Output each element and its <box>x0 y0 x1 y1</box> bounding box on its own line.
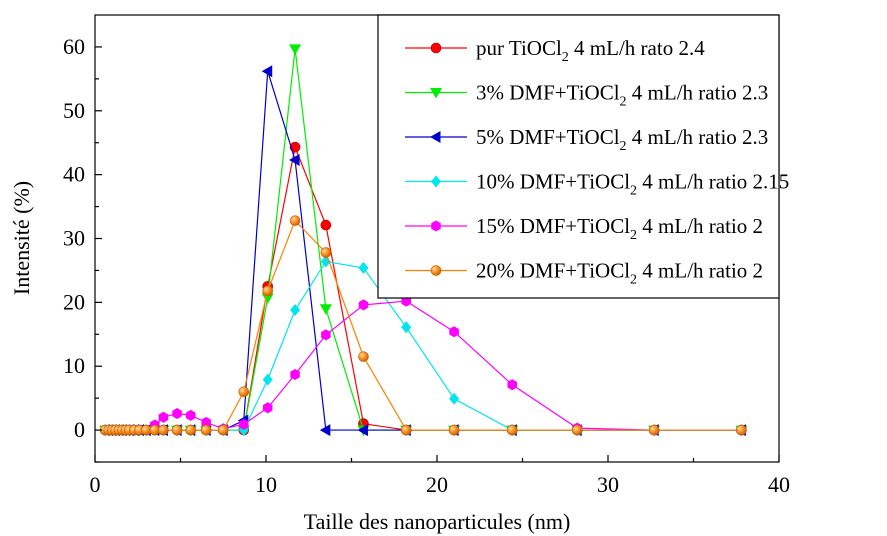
x-tick-label: 30 <box>597 472 619 497</box>
series-6-point <box>171 424 183 436</box>
y-tick-label: 0 <box>74 417 85 442</box>
series-2-point <box>319 304 332 315</box>
legend-label: 5% DMF+TiOCl2 4 mL/h ratio 2.3 <box>476 125 768 154</box>
series-5-point <box>201 416 211 428</box>
series-6-point <box>200 424 212 436</box>
x-tick-label: 40 <box>768 472 790 497</box>
series-3-point <box>357 424 368 437</box>
axis-ticks: 0 10 20 30 40 0 10 20 30 40 50 60 <box>63 34 790 497</box>
x-tick-label: 0 <box>90 472 101 497</box>
legend-label: 20% DMF+TiOCl2 4 mL/h ratio 2 <box>476 259 763 288</box>
y-tick-label: 40 <box>63 162 85 187</box>
y-axis-label: Intensité (%) <box>9 181 34 295</box>
series-5 <box>100 295 747 436</box>
series-6-point <box>648 424 660 436</box>
series-6-point <box>320 247 332 258</box>
series-5-point <box>239 418 249 430</box>
legend-swatch-marker <box>431 220 441 232</box>
legend-label: 3% DMF+TiOCl2 4 mL/h ratio 2.3 <box>476 81 768 110</box>
y-tick-label: 60 <box>63 34 85 59</box>
y-tick-label: 10 <box>63 353 85 378</box>
series-6-point <box>448 424 460 436</box>
series-6-point <box>289 215 301 226</box>
series-5-point <box>262 402 273 414</box>
series-6-point <box>185 424 197 436</box>
series-5-point <box>321 329 331 341</box>
y-tick-label: 30 <box>63 226 85 251</box>
series-6-point <box>217 424 229 436</box>
legend-entry: 5% DMF+TiOCl2 4 mL/h ratio 2.3 <box>405 125 768 154</box>
series-3-point <box>261 65 273 78</box>
legend-entry: 20% DMF+TiOCl2 4 mL/h ratio 2 <box>405 259 763 288</box>
series-4-point <box>290 304 301 317</box>
series-5-point <box>158 411 169 423</box>
legend-swatch-marker <box>430 42 442 54</box>
series-4-point <box>401 321 412 334</box>
series-6-point <box>158 424 169 436</box>
legend-entry: 3% DMF+TiOCl2 4 mL/h ratio 2.3 <box>405 81 768 110</box>
x-axis-label: Taille des nanoparticules (nm) <box>304 509 571 534</box>
series-5-point <box>186 409 196 421</box>
legend-entry: 10% DMF+TiOCl2 4 mL/h ratio 2.15 <box>405 170 789 199</box>
legend-swatch-marker <box>430 131 441 143</box>
legend-entry: pur TiOCl2 4 mL/h rato 2.4 <box>405 36 705 65</box>
legend-swatch-marker <box>431 175 441 188</box>
series-5-point <box>449 326 459 338</box>
series-5-point <box>172 407 182 419</box>
legend-label: 15% DMF+TiOCl2 4 mL/h ratio 2 <box>476 214 763 243</box>
legend-swatch-marker <box>430 265 442 276</box>
series-2-point <box>289 44 302 55</box>
series-5-line <box>105 300 742 431</box>
x-tick-label: 20 <box>426 472 448 497</box>
series-6-point <box>736 424 747 436</box>
series-6-point <box>238 386 250 398</box>
series-4-point <box>262 373 273 386</box>
series-4-point <box>449 392 460 405</box>
x-tick-label: 10 <box>255 472 277 497</box>
series-5-point <box>290 369 300 381</box>
legend: pur TiOCl2 4 mL/h rato 2.4 3% DMF+TiOCl2 … <box>377 14 789 299</box>
legend-swatch-marker <box>430 88 442 99</box>
legend-box <box>377 14 780 299</box>
legend-label: 10% DMF+TiOCl2 4 mL/h ratio 2.15 <box>476 170 789 199</box>
series-3-point <box>289 153 300 166</box>
series-5-point <box>507 379 517 391</box>
series-6-point <box>262 285 274 297</box>
series-6-point <box>506 424 518 436</box>
series-6-point <box>571 424 583 436</box>
legend-entry: 15% DMF+TiOCl2 4 mL/h ratio 2 <box>405 214 763 243</box>
series-2-point <box>261 293 274 304</box>
series-1-point <box>289 141 301 153</box>
series-6-point <box>400 424 412 436</box>
y-tick-label: 50 <box>63 98 85 123</box>
series-6-point <box>358 351 369 362</box>
series-3-point <box>319 424 331 437</box>
series-4-point <box>358 261 369 274</box>
series-6 <box>99 215 747 436</box>
series-1-point <box>320 219 332 231</box>
series-5-point <box>358 299 369 311</box>
legend-label: pur TiOCl2 4 mL/h rato 2.4 <box>476 36 705 65</box>
series-layer <box>99 44 748 437</box>
y-tick-label: 20 <box>63 289 85 314</box>
